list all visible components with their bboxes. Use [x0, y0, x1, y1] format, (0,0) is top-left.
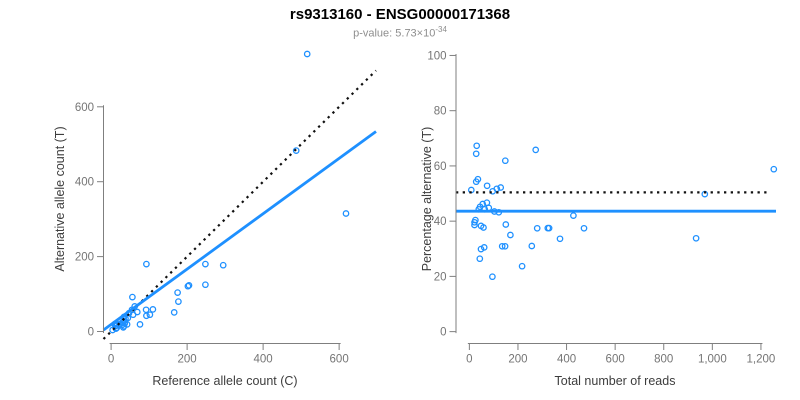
- data-point-circle: [170, 309, 178, 316]
- x-tick-label: 200: [178, 354, 197, 366]
- data-point-circle: [556, 235, 564, 243]
- y-tick-label: 200: [75, 252, 94, 264]
- allele-count-scatter-panel: 0 200 400 600 0 200 400 600 Reference allele cou…: [53, 50, 377, 388]
- data-point-circle: [202, 260, 209, 268]
- data-point-circle: [136, 321, 144, 328]
- data-point-circle: [143, 260, 150, 268]
- allele-count-scatter-points: [109, 50, 350, 334]
- figure-header: rs9313160 - ENSG00000171368 p-value: 5.7…: [0, 0, 800, 41]
- y-tick-label: 600: [75, 102, 94, 114]
- y-axis: [97, 105, 104, 334]
- data-point-circle: [175, 298, 182, 305]
- data-point-circle: [502, 221, 510, 228]
- data-point-circle: [146, 311, 154, 319]
- data-point-circle: [507, 231, 514, 239]
- p-value-exponent: -34: [435, 25, 447, 34]
- data-point-circle: [133, 308, 141, 316]
- y-tick-label: 100: [427, 50, 446, 62]
- data-point-circle: [303, 50, 311, 58]
- x-axis-title: Total number of reads: [555, 374, 676, 388]
- y-tick-label: 400: [75, 177, 94, 189]
- x-axis: [467, 343, 763, 350]
- x-tick-label: 600: [606, 354, 625, 366]
- x-tick-label: 0: [466, 354, 472, 366]
- data-point-circle: [528, 242, 536, 250]
- data-point-circle: [119, 324, 127, 331]
- data-point-circle: [184, 282, 192, 290]
- data-point-circle: [533, 224, 541, 232]
- data-point-circle: [471, 221, 478, 229]
- x-tick-labels: 0 200 400 600 800 1,000 1,200: [466, 354, 775, 366]
- data-point-circle: [476, 255, 484, 263]
- data-point-circle: [570, 212, 577, 219]
- x-tick-labels: 0 200 400 600: [108, 354, 349, 366]
- y-tick-label: 60: [434, 161, 447, 173]
- regression-line: [102, 130, 377, 332]
- data-point-circle: [770, 165, 778, 173]
- x-tick-label: 400: [557, 354, 576, 366]
- y-tick-label: 80: [434, 106, 447, 118]
- y-tick-labels: 0 200 400 600: [75, 102, 94, 339]
- data-point-circle: [292, 147, 300, 154]
- x-tick-label: 1,000: [698, 354, 727, 366]
- x-tick-label: 400: [254, 354, 273, 366]
- y-axis: [449, 53, 457, 334]
- data-point-circle: [342, 210, 350, 217]
- data-point-circle: [477, 245, 485, 253]
- x-tick-label: 800: [654, 354, 673, 366]
- x-axis-title: Reference allele count (C): [152, 374, 297, 388]
- y-tick-labels: 0 20 40 60 80 100: [427, 50, 446, 338]
- data-point-circle: [202, 281, 209, 289]
- data-point-circle: [219, 261, 227, 269]
- x-tick-label: 200: [508, 354, 527, 366]
- data-point-circle: [532, 146, 540, 154]
- data-point-circle: [544, 224, 552, 232]
- x-tick-label: 1,200: [747, 354, 776, 366]
- data-point-circle: [149, 306, 157, 313]
- x-tick-label: 0: [108, 354, 114, 366]
- data-point-circle: [692, 234, 700, 242]
- data-point-circle: [501, 242, 509, 250]
- data-point-circle: [498, 242, 506, 250]
- data-point-circle: [518, 262, 526, 270]
- p-value-subtitle: p-value: 5.73×10-34: [0, 23, 800, 41]
- y-tick-label: 0: [88, 327, 94, 339]
- data-point-circle: [483, 182, 491, 190]
- x-tick-label: 600: [330, 354, 349, 366]
- data-point-circle: [480, 244, 488, 251]
- data-point-circle: [580, 224, 588, 232]
- y-tick-label: 40: [434, 216, 447, 228]
- y-tick-label: 0: [440, 327, 446, 339]
- data-point-circle: [142, 306, 150, 314]
- y-axis-title: Percentage alternative (T): [420, 127, 434, 272]
- data-point-circle: [501, 157, 509, 165]
- data-point-circle: [473, 142, 481, 150]
- p-value-text: p-value: 5.73×10: [353, 27, 436, 40]
- data-point-circle: [143, 312, 150, 320]
- y-tick-label: 20: [434, 271, 447, 283]
- x-axis: [109, 343, 341, 350]
- data-point-circle: [489, 273, 496, 281]
- data-point-circle: [477, 222, 485, 230]
- data-point-circle: [472, 150, 480, 158]
- page-title: rs9313160 - ENSG00000171368: [289, 6, 511, 23]
- data-point-circle: [474, 175, 482, 183]
- percentage-scatter-panel: 0 200 400 600 800 1,000 1,200 0 20 40 60 80 100 Total…: [420, 50, 778, 388]
- data-point-circle: [174, 289, 181, 296]
- y-axis-title: Alternative allele count (T): [53, 126, 67, 271]
- data-point-circle: [497, 184, 505, 191]
- data-point-circle: [129, 293, 136, 301]
